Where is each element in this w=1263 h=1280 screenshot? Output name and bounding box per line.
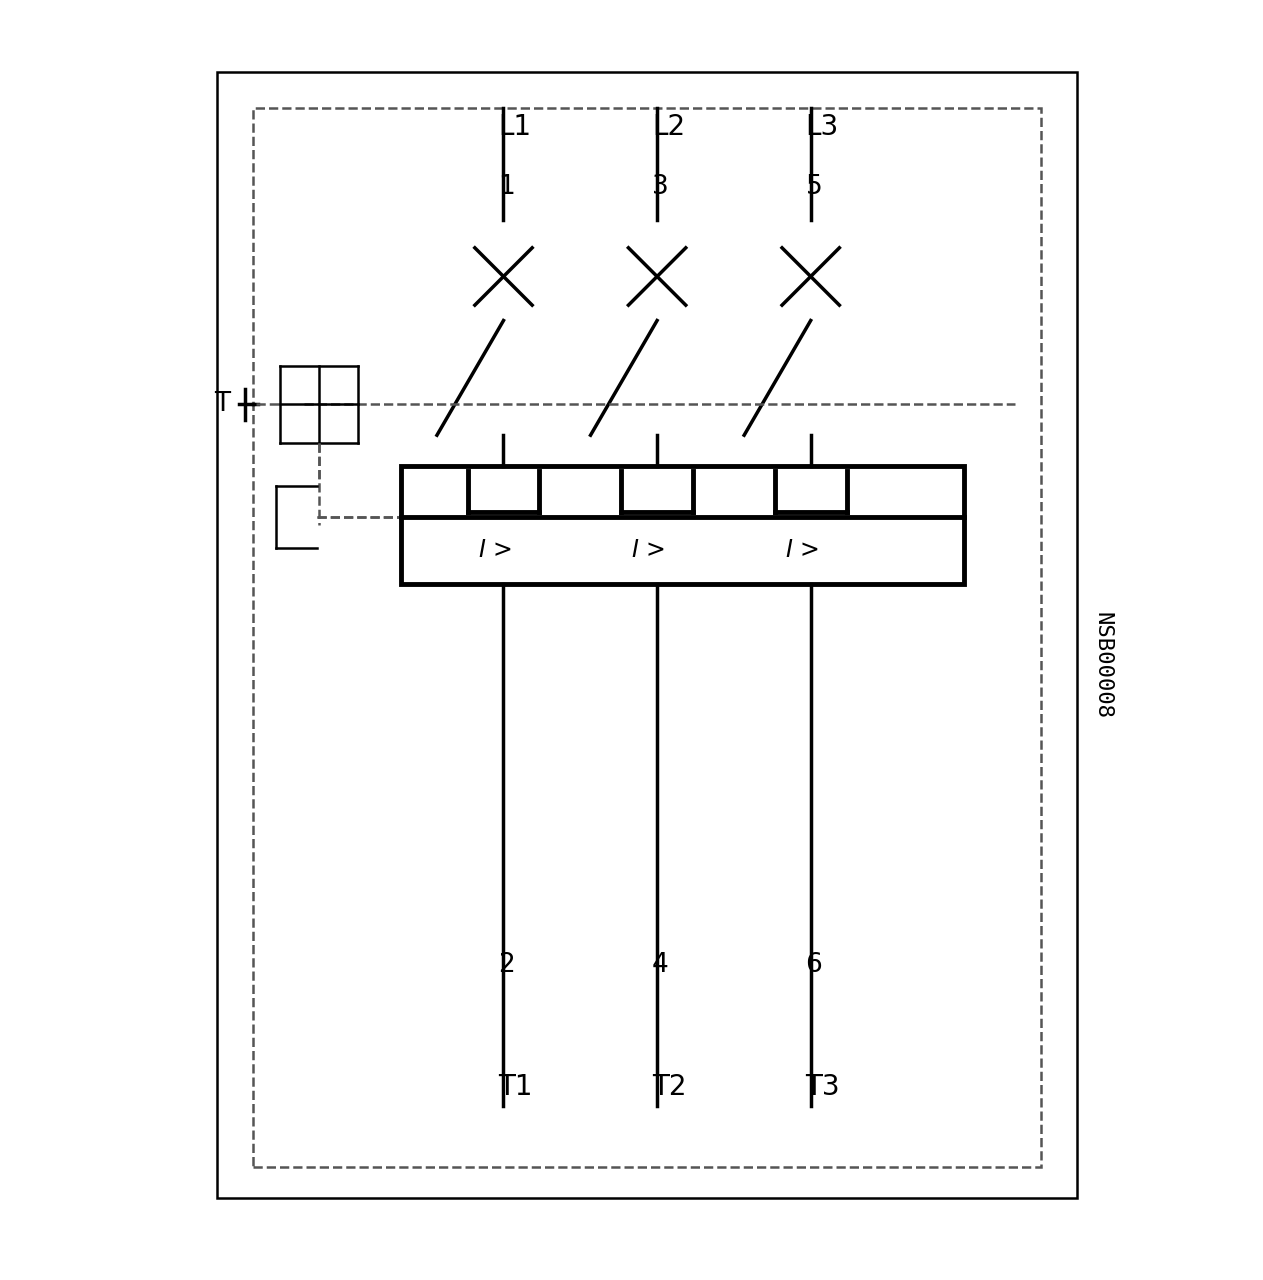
Text: L2: L2 (652, 113, 685, 141)
Text: 1: 1 (499, 174, 515, 200)
Text: T: T (213, 392, 230, 417)
Bar (217, 72, 1077, 1198)
Text: T1: T1 (499, 1073, 533, 1101)
Bar (253, 108, 1041, 1167)
Text: T2: T2 (652, 1073, 687, 1101)
Text: $\mathit{I}$ >: $\mathit{I}$ > (477, 539, 512, 562)
Text: $\mathit{I}$ >: $\mathit{I}$ > (786, 539, 818, 562)
Text: 6: 6 (806, 952, 822, 978)
Bar (402, 466, 964, 584)
Text: NSB00008: NSB00008 (1092, 612, 1113, 719)
Text: 5: 5 (806, 174, 822, 200)
Text: $\mathit{I}$ >: $\mathit{I}$ > (632, 539, 666, 562)
Text: 2: 2 (499, 952, 515, 978)
Text: 4: 4 (652, 952, 668, 978)
Text: T3: T3 (806, 1073, 840, 1101)
Text: L1: L1 (499, 113, 532, 141)
Text: 3: 3 (652, 174, 668, 200)
Text: L3: L3 (806, 113, 839, 141)
